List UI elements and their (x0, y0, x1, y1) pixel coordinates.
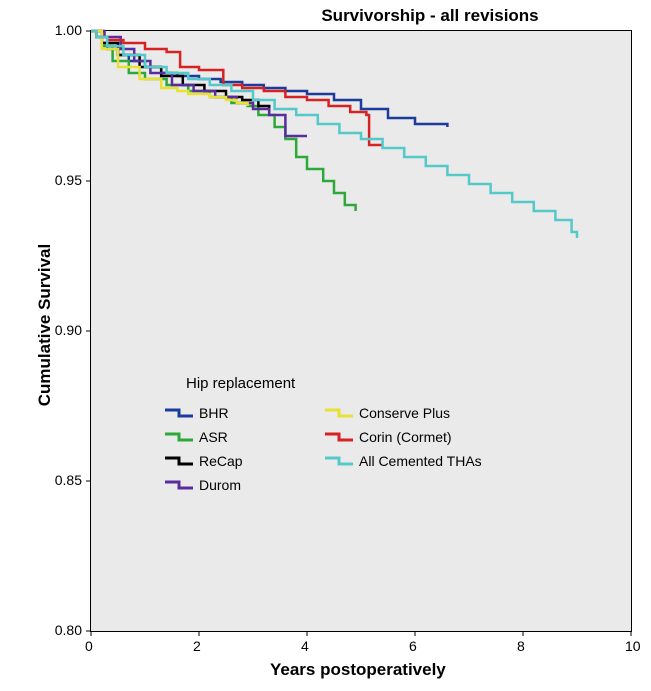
y-tick-label: 0.80 (55, 622, 82, 638)
legend-label: ASR (199, 429, 228, 445)
series-ASR (91, 31, 356, 211)
legend-label: Durom (199, 477, 241, 493)
legend-item: Corin (Cormet) (325, 429, 452, 445)
y-tick-label: 1.00 (55, 22, 82, 38)
legend-item: ReCap (165, 453, 243, 469)
legend-label: Conserve Plus (359, 405, 450, 421)
x-tick-label: 10 (625, 638, 641, 654)
legend-swatch (165, 454, 193, 468)
legend-swatch (165, 430, 193, 444)
x-tick-label: 0 (85, 638, 93, 654)
plot-area (90, 30, 632, 632)
legend-item: All Cemented THAs (325, 453, 482, 469)
y-tick-label: 0.95 (55, 172, 82, 188)
y-tick-label: 0.85 (55, 472, 82, 488)
legend-swatch (165, 406, 193, 420)
legend-swatch (325, 430, 353, 444)
legend-item: ASR (165, 429, 228, 445)
chart-container: Survivorship - all revisions 0.80 0.85 0.9… (0, 0, 651, 691)
series-ReCap (91, 31, 269, 112)
legend-swatch (325, 406, 353, 420)
chart-title: Survivorship - all revisions (240, 6, 620, 26)
legend-title: Hip replacement (186, 375, 295, 392)
legend-label: Corin (Cormet) (359, 429, 452, 445)
legend-item: Conserve Plus (325, 405, 450, 421)
y-tick-label: 0.90 (55, 322, 82, 338)
legend-item: Durom (165, 477, 241, 493)
x-tick-label: 4 (301, 638, 309, 654)
legend-label: All Cemented THAs (359, 453, 482, 469)
legend-swatch (325, 454, 353, 468)
x-tick-label: 8 (517, 638, 525, 654)
legend-item: BHR (165, 405, 229, 421)
x-tick-label: 6 (409, 638, 417, 654)
legend-label: ReCap (199, 453, 243, 469)
y-axis-label: Cumulative Survival (35, 225, 55, 425)
x-axis-label: Years postoperatively (270, 660, 446, 680)
legend-label: BHR (199, 405, 229, 421)
series-AllCementedTHAs (91, 31, 577, 238)
legend-swatch (165, 478, 193, 492)
x-tick-label: 2 (193, 638, 201, 654)
plot-svg (91, 31, 631, 631)
